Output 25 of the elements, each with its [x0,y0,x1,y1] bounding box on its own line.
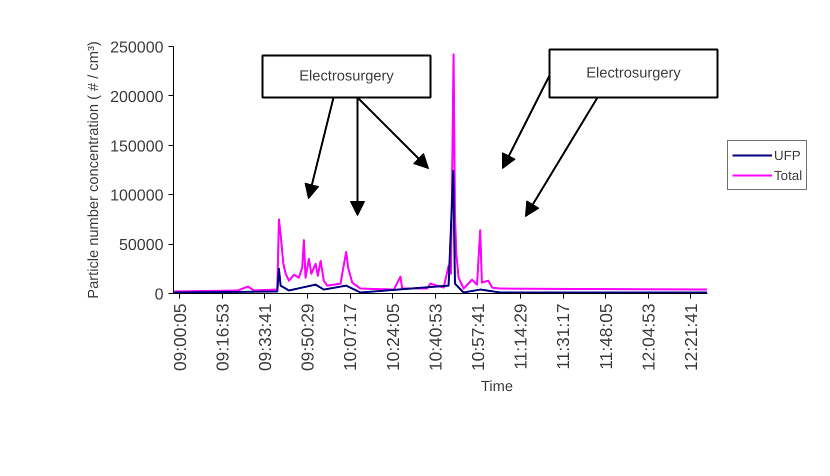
y-axis-title: Particle number concentration ( # / cm³) [86,41,102,299]
x-tick-label: 11:14:29 [510,303,531,370]
annotation: Electrosurgery [586,66,682,82]
y-tick-label: 200000 [110,88,164,106]
x-axis-title: Time [480,378,514,395]
legend-label: Total [774,168,802,182]
x-tick-label: 09:50:29 [298,304,318,371]
x-tick-label: 10:40:53 [425,304,446,371]
y-tick-label: 50000 [119,237,164,254]
y-tick-label: 0 [154,286,164,304]
legend-label: UFP [774,148,801,162]
x-tick-label: 09:33:41 [254,304,275,371]
x-tick-label: 09:00:05 [170,304,190,371]
y-tick-label: 150000 [110,138,164,156]
x-tick-label: 10:07:17 [340,304,360,371]
x-tick-label: 11:48:05 [596,303,616,370]
x-tick-label: 11:31:17 [553,303,574,370]
y-tick-label: 250000 [110,40,164,56]
annotation: Electrosurgery [299,68,394,84]
x-tick-label: 09:16:53 [212,304,232,371]
x-tick-label: 10:24:05 [382,304,403,371]
y-tick-label: 100000 [110,188,164,205]
x-tick-label: 10:57:41 [468,304,488,371]
x-tick-label: 12:04:53 [638,304,658,371]
x-tick-label: 12:21:41 [680,304,701,371]
